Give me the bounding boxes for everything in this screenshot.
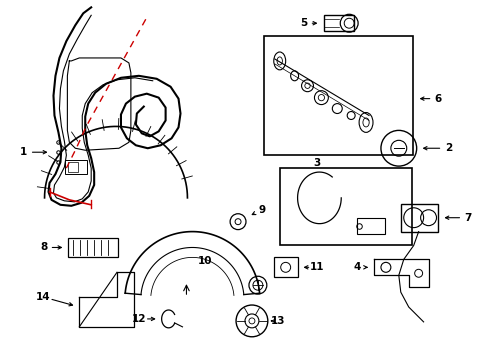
- Text: 5: 5: [299, 18, 306, 28]
- Text: 11: 11: [309, 262, 324, 272]
- Text: 14: 14: [36, 292, 51, 302]
- Bar: [264, 36, 412, 155]
- Text: 4: 4: [353, 262, 360, 272]
- Text: 13: 13: [270, 316, 285, 326]
- Bar: [68, 238, 118, 257]
- Text: 12: 12: [131, 314, 146, 324]
- Text: 10: 10: [198, 256, 212, 266]
- Bar: [324, 15, 353, 31]
- Text: 2: 2: [444, 143, 451, 153]
- Text: 9: 9: [258, 205, 265, 215]
- Bar: [279, 168, 411, 246]
- Bar: [68, 162, 78, 172]
- Text: 7: 7: [464, 213, 471, 223]
- Bar: [356, 218, 384, 234]
- Text: 1: 1: [20, 147, 27, 157]
- Text: 3: 3: [313, 158, 321, 168]
- Text: 6: 6: [434, 94, 441, 104]
- Text: 8: 8: [40, 243, 47, 252]
- Bar: [65, 160, 87, 174]
- Bar: [273, 257, 297, 277]
- Bar: [400, 204, 438, 231]
